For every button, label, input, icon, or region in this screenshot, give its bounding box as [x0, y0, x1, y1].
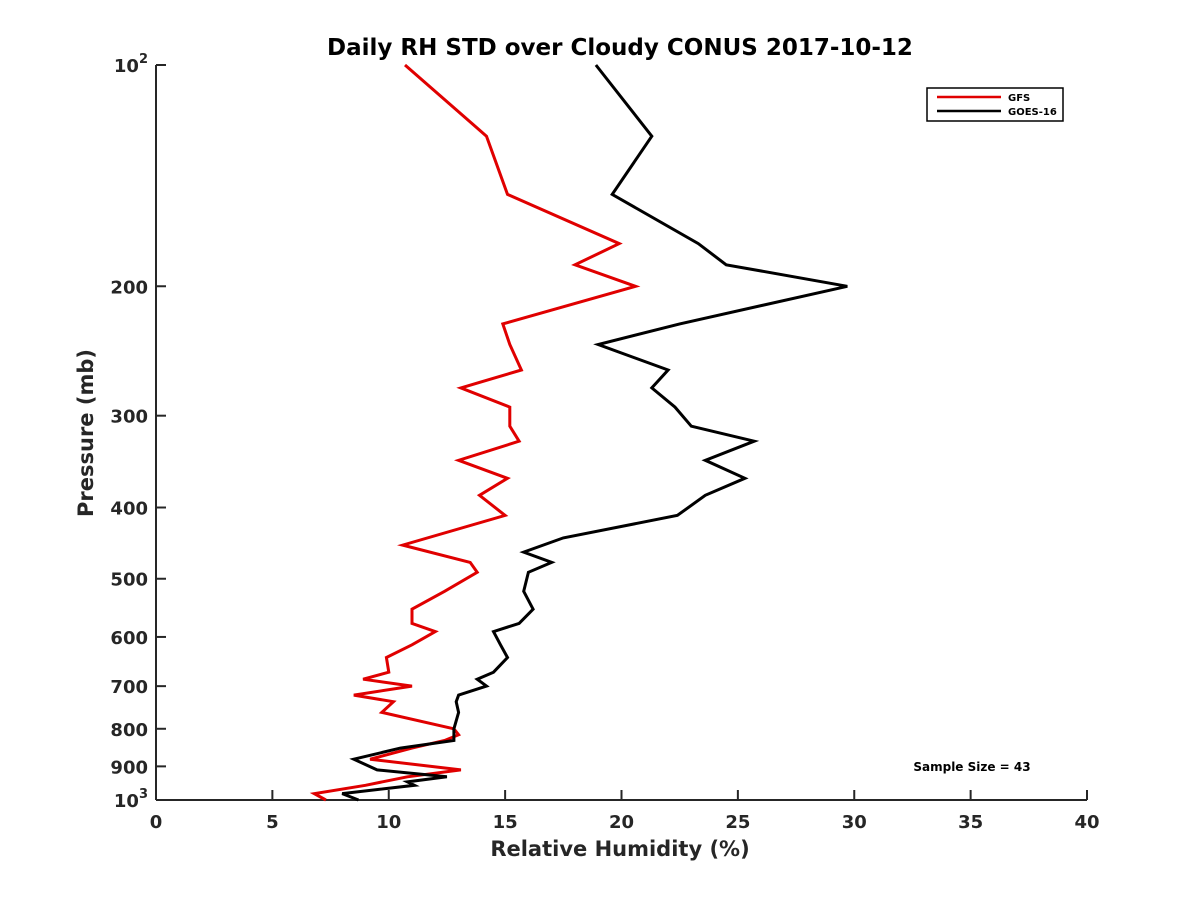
- y-tick-base: 500: [110, 570, 148, 591]
- y-tick-base: 900: [110, 757, 148, 778]
- y-tick-label: 102: [114, 52, 148, 77]
- x-tick-label: 20: [609, 812, 634, 833]
- y-tick-label: 400: [110, 499, 148, 520]
- y-tick-label: 103: [114, 787, 148, 812]
- x-tick-label: 35: [958, 812, 983, 833]
- series-line-goes16: [341, 64, 848, 802]
- y-tick-label: 500: [110, 570, 148, 591]
- y-tick-label: 700: [110, 677, 148, 698]
- y-tick-base: 300: [110, 407, 148, 428]
- y-tick-base: 200: [110, 277, 148, 298]
- x-tick-label: 5: [266, 812, 279, 833]
- plot-area: [155, 65, 1087, 801]
- y-axis-label: Pressure (mb): [74, 349, 98, 517]
- x-tick-label: 40: [1074, 812, 1099, 833]
- chart-title: Daily RH STD over Cloudy CONUS 2017-10-1…: [327, 35, 913, 61]
- y-tick-base: 700: [110, 677, 148, 698]
- series-layer: [309, 63, 848, 802]
- x-tick-label: 15: [493, 812, 518, 833]
- x-tick-label: 0: [150, 812, 163, 833]
- legend-box: [926, 87, 1064, 122]
- y-tick-base: 10: [114, 791, 139, 812]
- y-tick-exponent: 2: [139, 52, 148, 67]
- legend-label-goes16: GOES-16: [1008, 107, 1057, 118]
- y-tick-label: 300: [110, 407, 148, 428]
- y-tick-base: 10: [114, 56, 139, 77]
- legend-label-gfs: GFS: [1008, 93, 1030, 104]
- x-tick-label: 10: [376, 812, 401, 833]
- y-tick-label: 200: [110, 277, 148, 298]
- legend: GFS GOES-16: [926, 87, 1064, 122]
- x-tick-label: 25: [725, 812, 750, 833]
- x-axis-label: Relative Humidity (%): [490, 837, 749, 861]
- y-tick-label: 600: [110, 628, 148, 649]
- x-axis-ticks: 0 5 10 15 20 25 30 35 40: [150, 790, 1100, 833]
- sample-size-annotation: Sample Size = 43: [913, 760, 1030, 774]
- y-tick-base: 600: [110, 628, 148, 649]
- y-tick-exponent: 3: [139, 787, 148, 802]
- y-tick-base: 800: [110, 720, 148, 741]
- y-tick-base: 400: [110, 499, 148, 520]
- y-tick-label: 900: [110, 757, 148, 778]
- x-tick-label: 30: [842, 812, 867, 833]
- y-tick-label: 800: [110, 720, 148, 741]
